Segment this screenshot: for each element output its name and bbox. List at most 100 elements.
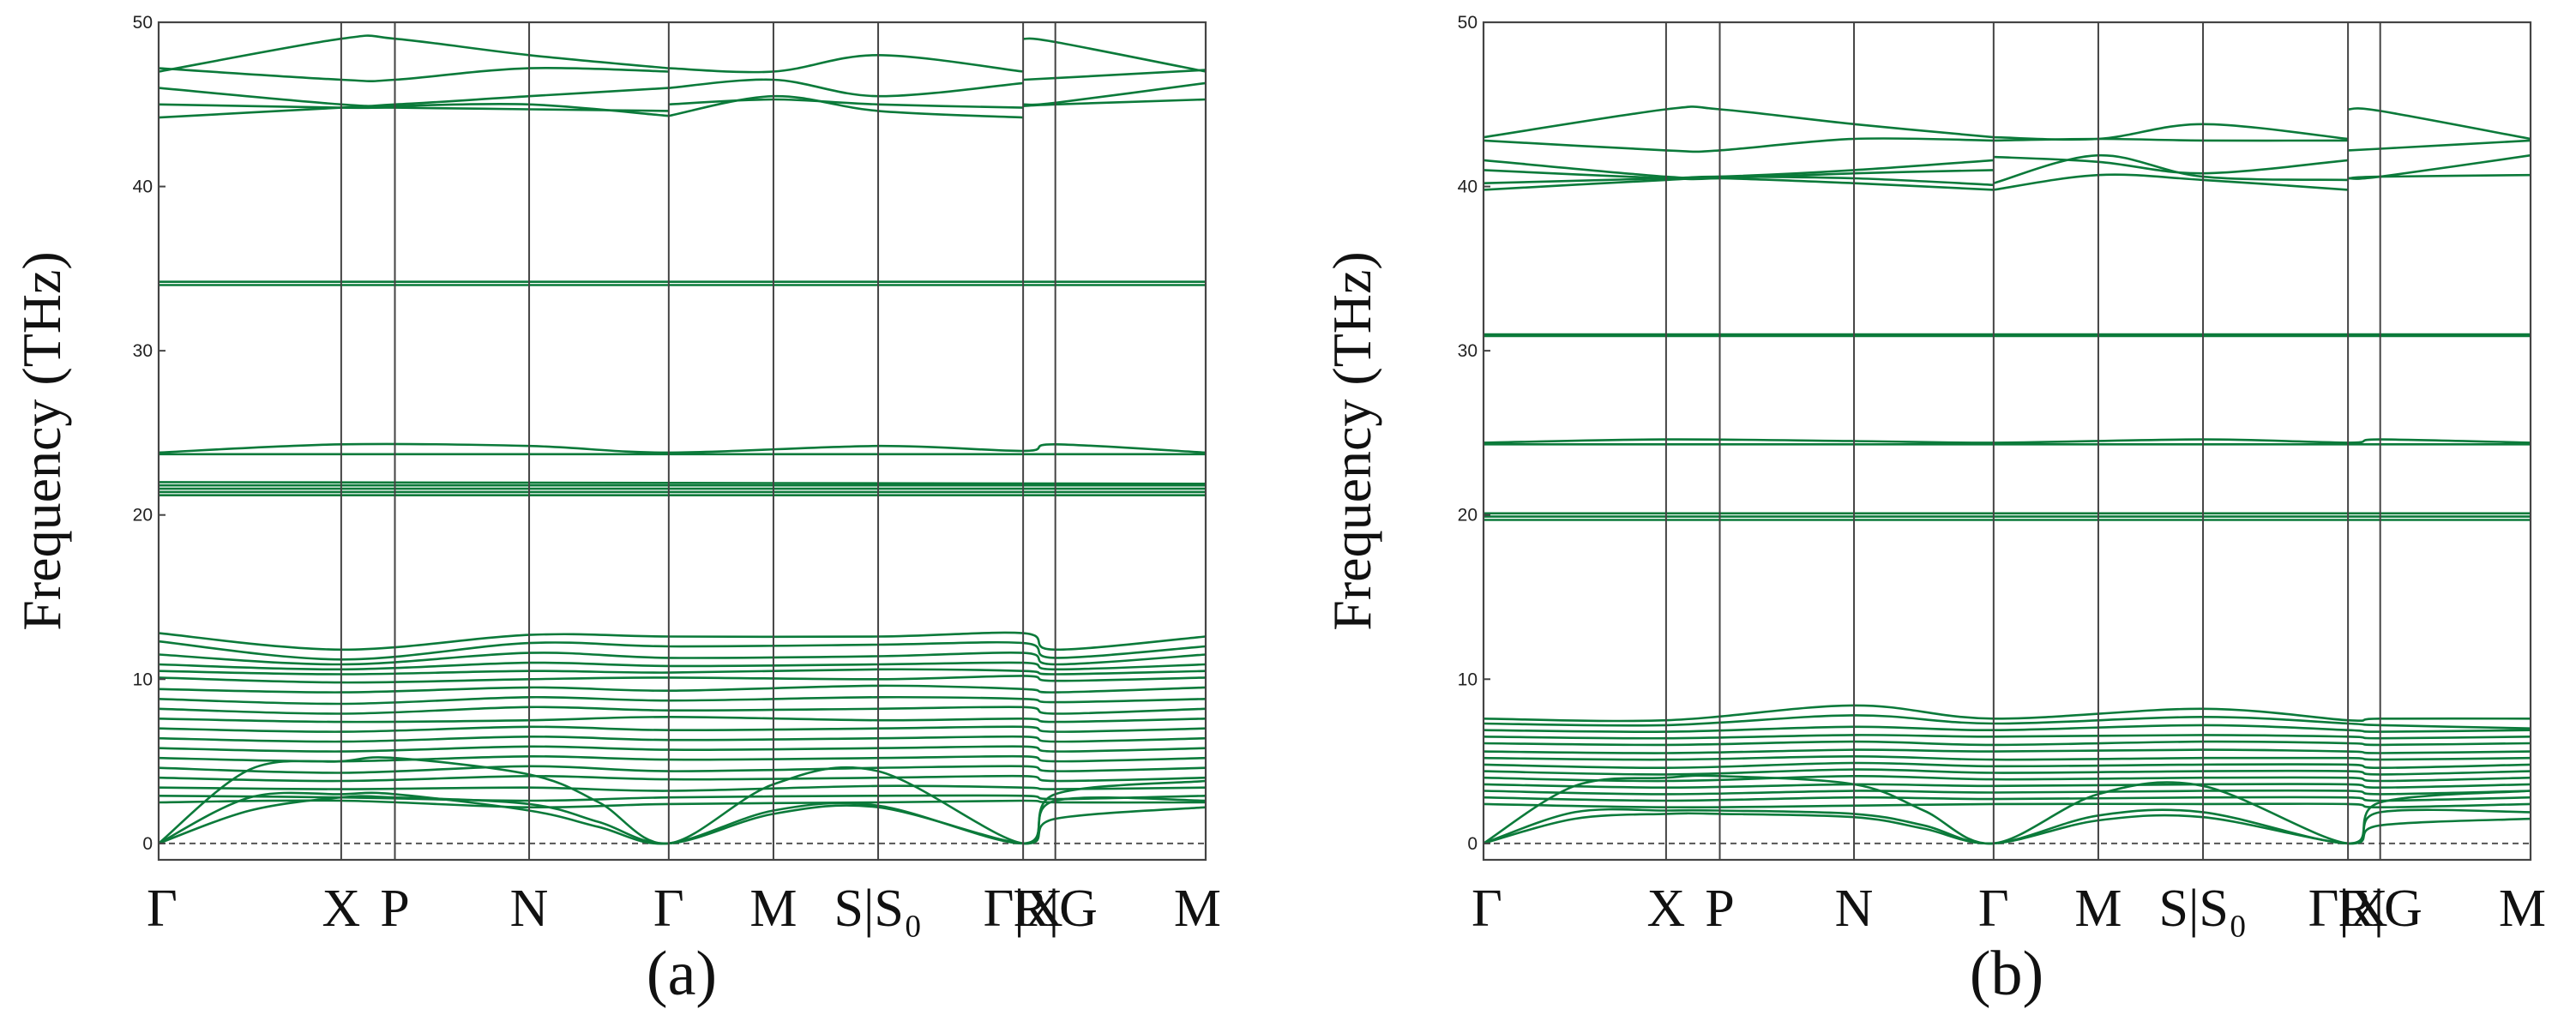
phonon-band-29 <box>1483 761 2531 770</box>
phonon-band-1 <box>1483 137 1994 153</box>
phonon-band-0 <box>158 34 669 73</box>
phonon-band-6 <box>1993 123 2349 141</box>
band-group <box>158 34 1207 845</box>
kpoint-label: R|G <box>1013 880 1098 938</box>
phonon-band-8 <box>1993 155 2349 175</box>
plot-frame <box>157 21 1207 862</box>
phonon-band-32 <box>1483 783 2531 790</box>
phonon-band-31 <box>1483 774 2531 783</box>
phonon-band-12 <box>2348 139 2531 152</box>
y-axis-title: Frequency (THz) <box>11 251 72 630</box>
phonon-band-22 <box>1483 704 2531 723</box>
phonon-band-14 <box>2348 173 2531 180</box>
phonon-band-25 <box>158 661 1207 671</box>
y-tick-label: 50 <box>1458 13 1478 33</box>
kpoint-label: Γ <box>1978 880 2009 938</box>
phonon-band-26 <box>1483 740 2531 747</box>
phonon-band-9 <box>1993 153 2349 184</box>
phonon-band-6 <box>668 78 1024 98</box>
phonon-band-0 <box>1483 105 1994 139</box>
phonon-band-17 <box>158 481 1207 485</box>
phonon-band-1 <box>158 66 669 83</box>
kpoint-label: Γ <box>1472 880 1502 938</box>
y-tick-label: 10 <box>1458 670 1478 689</box>
y-tick-label: 40 <box>1458 177 1478 197</box>
phonon-band-36 <box>1483 812 2531 845</box>
phonon-band-32 <box>158 725 1207 733</box>
kpoint-label: Γ|X <box>2308 880 2388 938</box>
kpoint-label: P <box>1705 880 1734 938</box>
plot-frame <box>1482 21 2532 862</box>
y-tick-label: 20 <box>133 506 153 526</box>
band-group <box>1483 105 2531 845</box>
phonon-band-7 <box>1993 137 2349 142</box>
y-tick-label: 30 <box>133 341 153 361</box>
y-tick-label: 0 <box>1467 834 1478 854</box>
kpoint-label: S|S₀ <box>834 880 923 938</box>
kpoint-label: Γ <box>653 880 684 938</box>
phonon-band-26 <box>158 668 1207 676</box>
panel-caption: (a) <box>647 939 717 1009</box>
phonon-band-5 <box>1483 177 1994 191</box>
phonon-band-28 <box>1483 754 2531 761</box>
y-tick-label: 40 <box>133 177 153 197</box>
phonon-band-37 <box>158 774 1207 783</box>
kpoint-label: M <box>749 880 797 938</box>
phonon-band-23 <box>158 640 1207 661</box>
phonon-band-8 <box>668 94 1024 119</box>
phonon-band-25 <box>1483 734 2531 740</box>
phonon-band-2 <box>1483 159 1994 180</box>
phonon-band-15 <box>158 442 1207 454</box>
kpoint-label: P <box>380 880 409 938</box>
y-tick-label: 30 <box>1458 341 1478 361</box>
kpoint-label: M <box>2074 880 2122 938</box>
phonon-band-30 <box>158 706 1207 715</box>
phonon-band-11 <box>2348 107 2531 141</box>
phonon-band-5 <box>668 53 1024 74</box>
phonon-band-31 <box>158 715 1207 724</box>
phonon-band-29 <box>158 695 1207 706</box>
phonon-band-9 <box>1022 37 1207 73</box>
kpoint-label: N <box>510 880 549 938</box>
y-tick-label: 50 <box>133 13 153 33</box>
phonon-band-27 <box>1483 748 2531 754</box>
phonon-band-38 <box>1483 774 2531 845</box>
y-tick-label: 0 <box>142 834 153 854</box>
kpoint-label: R|G <box>2338 880 2423 938</box>
phonon-band-22 <box>158 631 1207 652</box>
phonon-band-30 <box>1483 768 2531 776</box>
kpoint-label: S|S₀ <box>2159 880 2248 938</box>
kpoint-label: X <box>322 880 361 938</box>
y-tick-label: 10 <box>133 670 153 689</box>
phonon-band-24 <box>158 651 1207 666</box>
kpoint-label: M <box>2499 880 2546 938</box>
phonon-band-36 <box>158 765 1207 774</box>
phonon-band-23 <box>1483 714 2531 730</box>
phonon-band-34 <box>158 745 1207 753</box>
kpoint-label: Γ|X <box>984 880 1063 938</box>
panel-a: 0 10 20 30 40 50 Γ X P N Γ M S|S₀ Γ|XR|G M Frequency (T… <box>11 13 1221 1009</box>
kpoint-label: N <box>1835 880 1874 938</box>
phonon-band-10 <box>1993 173 2349 191</box>
phonon-band-34 <box>1483 796 2531 802</box>
panel-b: 0 10 20 30 40 50 Γ X P N Γ M S|S₀ Γ|XR|G M Frequency (T… <box>1321 13 2546 1009</box>
kpoint-label: X <box>1647 880 1686 938</box>
phonon-band-24 <box>1483 724 2531 734</box>
panel-caption: (b) <box>1970 939 2043 1009</box>
phonon-band-38 <box>158 784 1207 792</box>
y-tick-label: 20 <box>1458 506 1478 526</box>
y-axis-title: Frequency (THz) <box>1321 251 1382 630</box>
phonon-band-17 <box>1483 438 2531 444</box>
phonon-band-28 <box>158 684 1207 694</box>
phonon-band-33 <box>1483 789 2531 796</box>
phonon-band-10 <box>1023 69 1207 81</box>
phonon-band-7 <box>668 98 1024 109</box>
phonon-band-27 <box>158 675 1207 684</box>
phonon-band-2 <box>158 87 669 107</box>
phonon-band-12 <box>1023 98 1207 107</box>
phonon-band-43 <box>158 756 1207 845</box>
kpoint-label: M <box>1174 880 1221 938</box>
kpoint-label: Γ <box>147 880 178 938</box>
phonon-band-33 <box>158 735 1207 743</box>
